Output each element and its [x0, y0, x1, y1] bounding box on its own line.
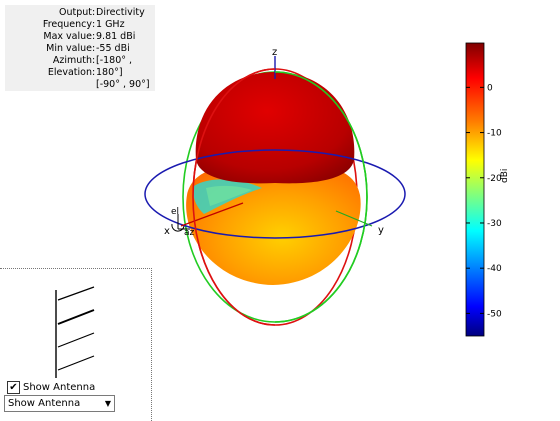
info-value: -55 dBi: [96, 43, 130, 54]
info-row-azimuth: Azimuth : [-180° ,: [52, 55, 133, 66]
show-antenna-label: Show Antenna: [23, 382, 96, 393]
null-highlight: [206, 185, 252, 206]
colorbar-ticks: 0 -10 -20 -30 -40 -50: [466, 83, 502, 319]
info-label: Output: [59, 7, 92, 18]
antenna-element-1: [57, 286, 95, 301]
antenna-element-2: [57, 309, 95, 325]
chevron-down-icon: ▼: [104, 399, 111, 408]
info-value: 1 GHz: [96, 19, 125, 30]
antenna-element-3: [57, 332, 95, 348]
antenna-dropdown-value: Show Antenna: [8, 398, 81, 409]
antenna-panel: [0, 268, 152, 421]
info-row-elevation: Elevation : 180°]: [47, 67, 123, 78]
axis-label-x: x: [164, 226, 170, 237]
info-value: [-180° ,: [96, 55, 133, 66]
info-value: 180°]: [96, 67, 123, 78]
info-row-elevation-range: [-90° , 90°]: [5, 79, 155, 91]
info-row-max-value: Max value : 9.81 dBi: [43, 31, 136, 42]
colorbar-tick-label: -40: [487, 264, 502, 274]
info-value: [-90° , 90°]: [96, 79, 150, 90]
info-label: Max value: [43, 31, 92, 42]
show-antenna-checkbox[interactable]: ✔: [7, 381, 20, 394]
info-label: Elevation: [47, 67, 92, 78]
colorbar-unit-label: dBi: [500, 168, 510, 183]
info-label: Min value: [46, 43, 92, 54]
info-row-min-value: Min value : -55 dBi: [46, 43, 130, 54]
red-ring-front: [192, 68, 276, 326]
colorbar-tick-label: 0: [487, 83, 493, 93]
info-label: Azimuth: [52, 55, 92, 66]
info-label: Frequency: [42, 19, 92, 30]
info-row-frequency: Frequency : 1 GHz: [42, 19, 125, 30]
x-axis-line: [180, 202, 244, 227]
axis-label-y: y: [378, 225, 384, 236]
azimuth-ring: [144, 149, 406, 239]
gizmo-label-el: el: [171, 207, 179, 217]
antenna-dropdown[interactable]: Show Antenna ▼: [4, 395, 115, 412]
info-value: 9.81 dBi: [96, 31, 136, 42]
colorbar-tick-label: -10: [487, 129, 502, 139]
info-value: Directivity: [96, 7, 145, 18]
green-ring-front: [274, 71, 368, 323]
top-lobe: [195, 72, 355, 184]
colorbar-tick-label: -50: [487, 309, 502, 319]
info-panel: Output : Directivity Frequency : 1 GHz M…: [5, 5, 155, 91]
gizmo-label-az: az: [184, 228, 195, 238]
info-row-output: Output : Directivity: [59, 7, 145, 18]
y-axis-line: [335, 210, 373, 227]
colorbar: [465, 42, 485, 337]
axis-label-z: z: [272, 47, 277, 58]
gizmo-arc: [171, 223, 185, 232]
colorbar-tick-label: -30: [487, 219, 502, 229]
colorbar-tick-label: -20: [487, 174, 502, 184]
antenna-element-4: [57, 355, 95, 371]
